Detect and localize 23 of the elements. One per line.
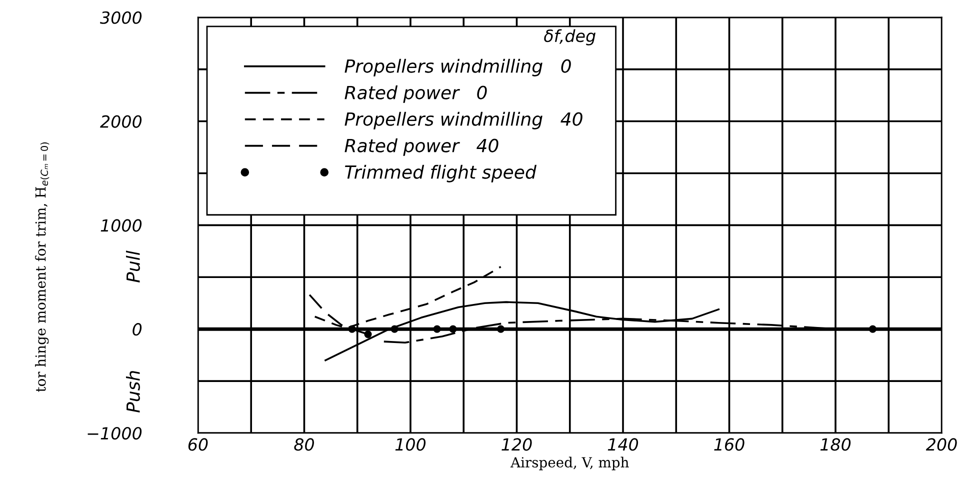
x-tick-label: 60 [188,438,208,451]
text: Pull [126,250,140,282]
x-axis-title: Airspeed, V, mph [510,456,629,470]
text: Push [126,371,140,413]
legend-label: Propellers windmilling 0 [344,58,571,76]
legend-label: Rated power 40 [344,138,498,156]
x-tick-label: 160 [714,438,744,451]
y-tick-label: 1000 [100,219,142,232]
y-tick-label: 2000 [100,115,142,128]
x-tick-label: 140 [608,438,638,451]
x-tick-label: 200 [926,438,957,451]
x-tick-label: 120 [502,438,532,451]
legend-label: Propellers windmilling 40 [344,112,582,130]
y-tick-label: 3000 [100,11,142,24]
legend-title: δf,deg [544,29,596,46]
legend-label: Trimmed flight speed [344,164,537,182]
y-tick-label: −1000 [88,426,142,440]
y-axis-title: tor hinge moment for trim, H$_{e(Cₘ=0)}$ [35,142,50,392]
y-tick-label: 0 [132,323,142,336]
legend-label: Rated power 0 [344,85,487,103]
x-tick-label: 100 [395,438,426,451]
x-tick-label: 180 [820,438,851,451]
x-tick-label: 80 [294,438,314,451]
